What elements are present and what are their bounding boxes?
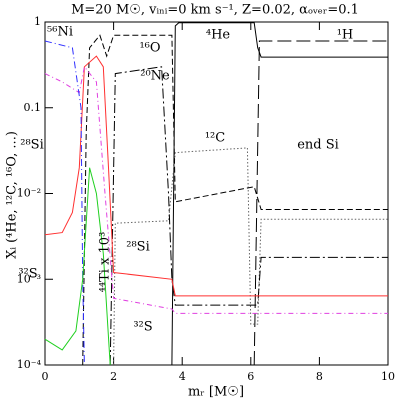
series-line xyxy=(44,65,388,314)
annotation: ⁵⁶Ni xyxy=(47,25,73,40)
annotation: ¹⁶O xyxy=(139,41,160,56)
series-line xyxy=(113,147,388,366)
annotation: ¹H xyxy=(337,28,354,43)
x-tick-label: 2 xyxy=(110,370,117,383)
annotation: end Si xyxy=(297,138,339,153)
y-tick-label: 0.1 xyxy=(24,101,42,114)
x-tick-label: 4 xyxy=(179,370,186,383)
annotation: ⁴He xyxy=(206,28,231,43)
annotation: ³²S xyxy=(18,267,37,282)
series-line xyxy=(44,40,85,366)
chart-title: M=20 M☉, vᵢₙᵢ=0 km s⁻¹, Z=0.02, αₒᵥₑᵣ=0.… xyxy=(71,3,359,18)
series-line xyxy=(44,55,388,297)
x-axis-label: mᵣ [M☉] xyxy=(188,385,244,400)
y-axis-label: Xᵢ (⁴He, ¹²C, ¹⁶O, ...) xyxy=(5,131,20,259)
series-line xyxy=(44,167,111,366)
annotation: ³²S xyxy=(133,320,152,335)
x-tick-label: 10 xyxy=(381,370,395,383)
series-line xyxy=(171,22,388,366)
x-tick-label: 0 xyxy=(42,370,49,383)
annotation: ²⁸Si xyxy=(126,240,150,255)
x-tick-label: 8 xyxy=(316,370,323,383)
annotation: ²⁰Ne xyxy=(140,69,170,84)
annotation: ²⁸Si xyxy=(20,138,44,153)
y-tick-label: 10⁻³ xyxy=(17,272,41,285)
series-line xyxy=(109,66,388,366)
annotation: ⁴⁴Ti x 10³ xyxy=(98,232,113,293)
annotation: ¹²C xyxy=(205,131,225,146)
x-tick-label: 6 xyxy=(247,370,254,383)
series-line xyxy=(82,34,388,366)
series-line xyxy=(253,40,388,366)
y-tick-label: 10⁻⁴ xyxy=(17,358,42,371)
y-tick-label: 1 xyxy=(34,15,41,28)
y-tick-label: 10⁻² xyxy=(17,187,41,200)
